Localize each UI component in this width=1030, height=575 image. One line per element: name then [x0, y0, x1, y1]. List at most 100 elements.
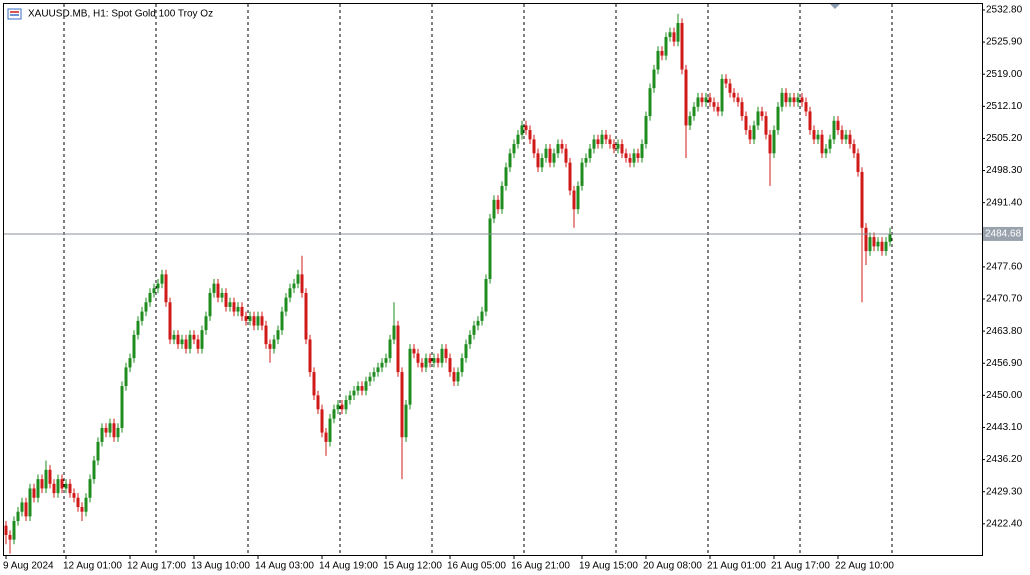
candle-body [4, 525, 8, 535]
candle-body [496, 199, 500, 210]
candle-body [664, 36, 668, 56]
candle-body [660, 50, 664, 56]
last-price-box [983, 226, 1023, 241]
candle-body [688, 116, 692, 126]
candle-body [340, 404, 344, 410]
x-tick-label: 21 Aug 17:00 [771, 561, 830, 572]
candle-body [296, 274, 300, 284]
candle-body [872, 237, 876, 247]
candle-body [328, 418, 332, 442]
candle-body [860, 171, 864, 228]
candle-body [232, 302, 236, 312]
candle-body [392, 325, 396, 340]
candle-body [708, 97, 712, 103]
candle-body [672, 32, 676, 42]
candle-body [564, 148, 568, 163]
x-tick-label: 19 Aug 15:00 [579, 561, 638, 572]
candle-body [24, 502, 28, 517]
candle-body [700, 97, 704, 103]
candle-body [632, 153, 636, 163]
x-tick-label: 16 Aug 21:00 [511, 561, 570, 572]
candle-body [268, 344, 272, 349]
candle-body [712, 102, 716, 107]
y-tick-label: 2532.80 [986, 5, 1023, 16]
x-tick-label: 12 Aug 01:00 [63, 561, 122, 572]
candle-body [532, 139, 536, 154]
candle-body [68, 483, 72, 494]
candle-body [236, 306, 240, 312]
candle-body [836, 120, 840, 131]
candle-body [204, 316, 208, 331]
candle-body [108, 423, 112, 433]
candle-body [484, 279, 488, 312]
candle-body [100, 427, 104, 442]
candle-body [20, 502, 24, 512]
candle-body [744, 116, 748, 131]
candle-body [308, 339, 312, 373]
candle-body [540, 157, 544, 168]
candle-body [476, 320, 480, 326]
candle-body [728, 83, 732, 93]
candle-body [560, 144, 564, 149]
candle-body [804, 102, 808, 112]
candle-body [52, 483, 56, 494]
candle-body [612, 144, 616, 149]
candle-body [736, 97, 740, 103]
candle-body [776, 106, 780, 131]
candle-body [576, 185, 580, 210]
x-tick-label: 22 Aug 10:00 [835, 561, 894, 572]
candle-body [320, 409, 324, 433]
candle-body [216, 283, 220, 298]
candle-body [752, 125, 756, 140]
candle-body [404, 404, 408, 438]
candle-body [140, 311, 144, 321]
period-separators [63, 4, 893, 555]
candle-body [536, 153, 540, 168]
x-tick-label: 20 Aug 08:00 [643, 561, 702, 572]
candle-body [856, 153, 860, 172]
candle-body [240, 306, 244, 317]
candle-body [840, 130, 844, 140]
candle-body [600, 134, 604, 145]
candle-body [188, 334, 192, 349]
candle-body [32, 488, 36, 498]
candle-body [400, 372, 404, 438]
candle-body [40, 479, 44, 489]
candle-body [508, 153, 512, 168]
candle-body [480, 311, 484, 321]
candle-body [524, 125, 528, 131]
candle-body [824, 148, 828, 154]
x-tick-label: 9 Aug 2024 [3, 561, 54, 572]
candle-body [312, 372, 316, 396]
y-tick-label: 2512.10 [986, 101, 1023, 112]
candle-body [876, 241, 880, 247]
candle-body [772, 130, 776, 154]
candle-body [292, 283, 296, 289]
y-tick-label: 2505.20 [986, 133, 1023, 144]
candle-body [184, 339, 188, 349]
candle-body [808, 111, 812, 131]
candle-body [132, 334, 136, 359]
candle-body [828, 139, 832, 149]
candle-body [380, 362, 384, 368]
candle-body [192, 334, 196, 340]
y-tick-label: 2456.90 [986, 358, 1023, 369]
candle-body [408, 348, 412, 405]
candle-body [520, 125, 524, 135]
candle-body [248, 316, 252, 321]
candle-body [732, 92, 736, 98]
candle-body [428, 358, 432, 363]
candle-body [628, 157, 632, 163]
candle-body [456, 372, 460, 382]
candle-body [844, 134, 848, 140]
plot-frame [3, 3, 983, 556]
candle-body [780, 92, 784, 107]
candle-body [464, 344, 468, 359]
candle-body [64, 483, 68, 489]
candle-body [276, 330, 280, 340]
candle-body [88, 479, 92, 498]
candle-body [796, 97, 800, 103]
y-tick-label: 2491.40 [986, 197, 1023, 208]
last-price-label: 2484.68 [985, 229, 1022, 240]
